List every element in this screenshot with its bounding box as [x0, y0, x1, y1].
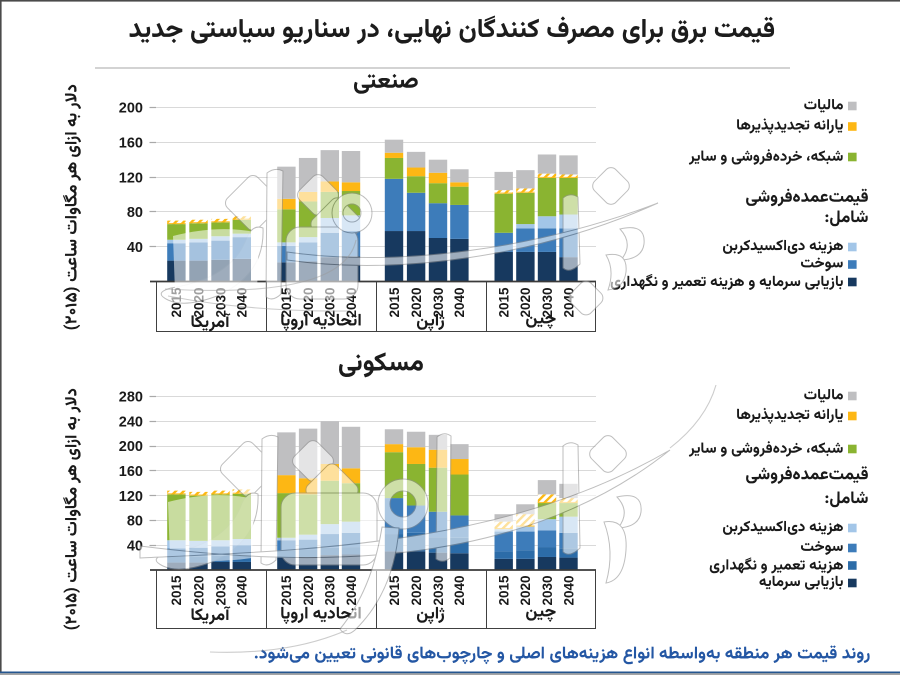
svg-text:2015: 2015: [387, 287, 402, 318]
svg-text:2015: 2015: [497, 287, 512, 318]
svg-text:120: 120: [119, 170, 143, 186]
svg-text:2020: 2020: [301, 575, 316, 605]
svg-text:240: 240: [119, 414, 143, 430]
svg-text:200: 200: [119, 101, 143, 117]
svg-text:2040: 2040: [452, 575, 467, 605]
svg-text:40: 40: [127, 240, 143, 256]
svg-text:280: 280: [119, 390, 143, 406]
svg-text:160: 160: [119, 136, 143, 152]
svg-text:2030: 2030: [213, 575, 228, 605]
svg-text:2030: 2030: [431, 575, 446, 605]
svg-text:2040: 2040: [235, 575, 250, 605]
svg-text:2020: 2020: [518, 575, 533, 605]
svg-text:2015: 2015: [279, 575, 294, 606]
svg-text:40: 40: [127, 538, 143, 554]
svg-text:2040: 2040: [235, 287, 250, 317]
svg-text:200: 200: [119, 439, 143, 455]
svg-text:80: 80: [127, 514, 143, 530]
svg-text:2040: 2040: [561, 575, 576, 605]
svg-text:2020: 2020: [409, 575, 424, 605]
svg-text:2020: 2020: [191, 575, 206, 605]
svg-text:2030: 2030: [540, 287, 555, 317]
svg-text:2015: 2015: [169, 575, 184, 606]
svg-text:80: 80: [127, 205, 143, 221]
svg-text:160: 160: [119, 464, 143, 480]
svg-text:2030: 2030: [431, 287, 446, 317]
svg-text:2020: 2020: [518, 287, 533, 317]
svg-text:2040: 2040: [344, 575, 359, 605]
svg-text:2015: 2015: [497, 575, 512, 606]
svg-text:2040: 2040: [452, 287, 467, 317]
svg-text:120: 120: [119, 489, 143, 505]
svg-text:2020: 2020: [409, 287, 424, 317]
svg-text:2030: 2030: [540, 575, 555, 605]
svg-text:2030: 2030: [323, 575, 338, 605]
svg-text:2015: 2015: [387, 575, 402, 606]
